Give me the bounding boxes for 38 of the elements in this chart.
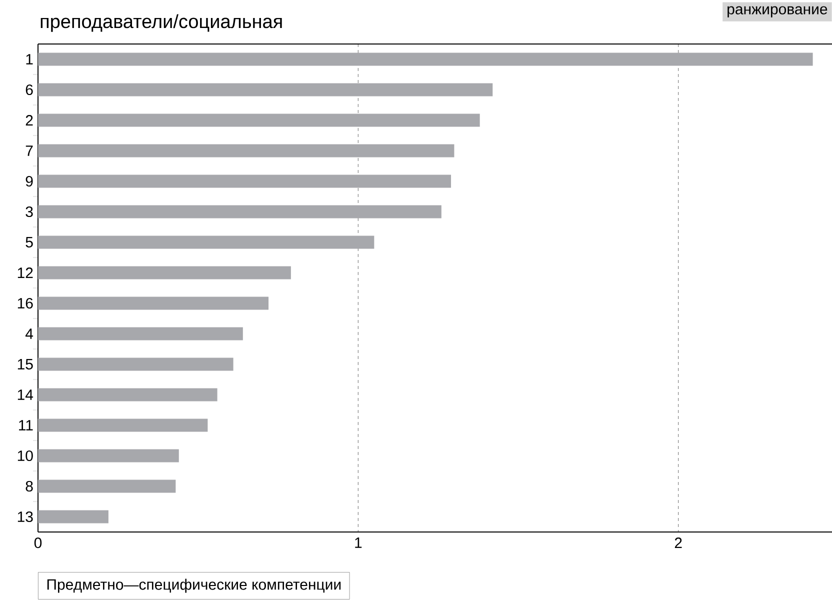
y-tick-label: 15 — [18, 359, 33, 370]
bar — [38, 510, 108, 524]
y-tick-label: 7 — [26, 146, 33, 156]
bar — [38, 144, 454, 158]
y-tick-label: 6 — [26, 84, 33, 96]
bar — [38, 83, 493, 96]
chart-title: преподаватели/социальная — [40, 14, 282, 32]
bar — [38, 418, 208, 432]
bar — [38, 358, 234, 371]
bar — [38, 52, 813, 66]
y-tick-label: 14 — [18, 390, 34, 400]
text: ранжирование — [728, 6, 828, 18]
y-tick-label: 9 — [26, 176, 33, 187]
x-tick-label: 0 — [34, 538, 42, 548]
y-tick-label: 10 — [18, 450, 33, 462]
bar — [38, 388, 218, 402]
y-tick-label: 1 — [26, 54, 33, 64]
y-tick-label: 13 — [18, 511, 33, 522]
y-tick-label: 3 — [26, 206, 33, 218]
y-tick-label: 2 — [26, 115, 33, 126]
y-tick-label: 8 — [26, 480, 33, 492]
x-tick-label: 2 — [674, 538, 682, 548]
bar — [38, 449, 179, 462]
y-tick-label: 16 — [18, 298, 33, 309]
bar — [38, 327, 243, 340]
bar — [38, 266, 291, 280]
x-tick-label: 1 — [355, 538, 362, 548]
bar — [38, 236, 374, 249]
y-tick-label: 12 — [18, 268, 33, 278]
bar — [38, 174, 452, 188]
y-tick-label: 11 — [19, 420, 33, 430]
y-tick-label: 4 — [25, 328, 34, 339]
bar — [38, 205, 442, 218]
bar — [38, 480, 176, 493]
bar — [38, 114, 480, 127]
x-axis-title: Предметно—специфические компетенции — [47, 578, 341, 593]
y-tick-label: 5 — [26, 237, 33, 248]
bar — [38, 296, 269, 310]
